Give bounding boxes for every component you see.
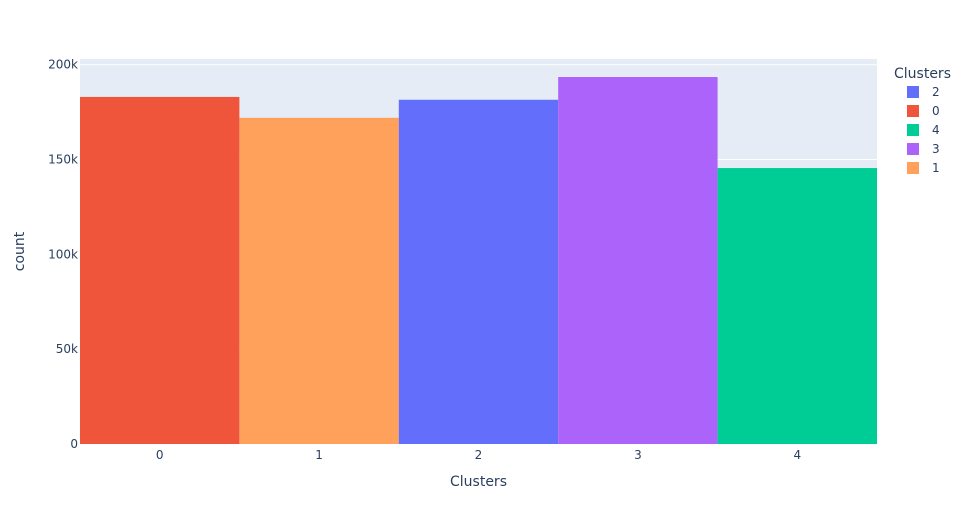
legend-item-label: 3 xyxy=(932,142,940,156)
legend-item-label: 2 xyxy=(932,85,940,99)
bar-cluster-3 xyxy=(558,77,718,444)
y-tick-label: 0 xyxy=(70,437,78,451)
legend-swatch xyxy=(907,86,919,98)
y-tick-label: 100k xyxy=(48,247,78,261)
x-tick-label: 4 xyxy=(793,448,801,462)
x-tick-label: 1 xyxy=(315,448,323,462)
bar-cluster-0 xyxy=(80,96,240,445)
legend-item-label: 1 xyxy=(932,161,940,175)
y-tick-label: 50k xyxy=(56,342,78,356)
legend-item-label: 0 xyxy=(932,104,940,118)
y-axis-ticks: 0 50k 100k 150k 200k xyxy=(48,58,78,451)
legend-swatch xyxy=(907,105,919,117)
y-tick-label: 200k xyxy=(48,58,78,72)
legend: Clusters 2 0 4 3 1 xyxy=(894,66,951,175)
x-tick-label: 0 xyxy=(156,448,164,462)
x-axis-title: Clusters xyxy=(450,474,507,490)
legend-swatch xyxy=(907,162,919,174)
legend-item-label: 4 xyxy=(932,123,940,137)
x-tick-label: 2 xyxy=(475,448,483,462)
y-tick-label: 150k xyxy=(48,153,78,167)
bars xyxy=(80,77,877,445)
legend-title: Clusters xyxy=(894,66,951,82)
x-axis-ticks: 0 1 2 3 4 xyxy=(156,448,801,462)
legend-swatch xyxy=(907,124,919,136)
x-tick-label: 3 xyxy=(634,448,642,462)
legend-swatch xyxy=(907,143,919,155)
y-axis-title: count xyxy=(12,231,28,271)
bar-cluster-4 xyxy=(717,168,877,444)
bar-cluster-1 xyxy=(239,117,399,445)
bar-cluster-2 xyxy=(398,99,559,444)
